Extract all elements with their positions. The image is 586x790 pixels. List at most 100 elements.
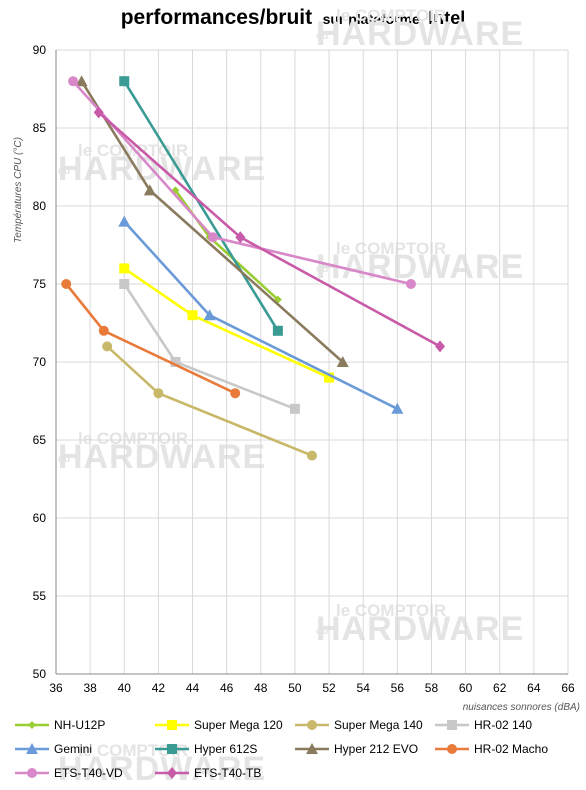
legend-item: HR-02 Macho	[434, 740, 548, 758]
legend-item: HR-02 140	[434, 716, 532, 734]
legend-swatch	[15, 768, 49, 778]
legend-marker	[167, 767, 177, 779]
data-point	[61, 279, 72, 289]
data-point	[153, 388, 164, 399]
legend-swatch	[435, 720, 469, 730]
data-point	[307, 450, 317, 461]
data-point	[208, 232, 219, 243]
legend-swatch	[155, 720, 189, 730]
data-point	[170, 357, 181, 367]
data-point	[289, 403, 300, 414]
y-tick-label: 90	[33, 43, 47, 57]
watermark-du: du	[58, 454, 70, 465]
data-point	[324, 372, 335, 383]
watermark-main: HARDWARE	[58, 438, 266, 476]
y-tick-label: 70	[33, 355, 47, 369]
data-point	[102, 341, 113, 352]
x-tick-label: 44	[186, 681, 200, 695]
data-point	[203, 309, 216, 321]
series-super-mega-120	[119, 263, 335, 383]
series-hyper-612s	[119, 76, 283, 336]
legend-marker	[27, 768, 37, 778]
x-tick-label: 36	[49, 681, 63, 695]
y-tick-label: 65	[33, 433, 47, 447]
legend-swatch	[155, 767, 189, 779]
watermark-top: le COMPTOIR	[78, 429, 188, 448]
legend-item: Super Mega 120	[154, 716, 283, 734]
series-super-mega-140	[102, 341, 317, 461]
legend-label: Gemini	[54, 742, 93, 756]
legend-swatch	[295, 743, 329, 754]
watermark-main: HARDWARE	[316, 610, 524, 648]
legend-item: ETS-T40-TB	[154, 764, 261, 782]
legend-marker	[447, 744, 457, 754]
x-tick-label: 40	[118, 681, 132, 695]
legend-label: HR-02 140	[474, 718, 533, 732]
legend-item: NH-U12P	[14, 716, 105, 734]
watermark-du: du	[58, 166, 70, 177]
watermark-main: HARDWARE	[316, 248, 524, 286]
y-tick-label: 55	[33, 589, 47, 603]
data-point	[118, 215, 131, 227]
y-tick-label: 75	[33, 277, 47, 291]
legend-label: Super Mega 120	[194, 718, 283, 732]
x-tick-label: 48	[254, 681, 268, 695]
data-point	[119, 76, 130, 87]
data-point	[405, 279, 416, 289]
y-axis-label: Températures CPU (°C)	[13, 137, 24, 243]
legend-marker	[26, 743, 38, 754]
watermark-top: le COMPTOIR	[78, 741, 188, 760]
watermark-du: du	[316, 264, 328, 275]
data-point	[272, 325, 283, 336]
watermark-du: du	[58, 766, 70, 777]
legend-marker	[28, 721, 36, 729]
data-point	[119, 263, 130, 274]
legend-swatch	[15, 743, 49, 754]
legend-label: Super Mega 140	[334, 718, 423, 732]
data-point	[230, 388, 241, 399]
watermark-top: le COMPTOIR	[336, 6, 446, 25]
x-tick-label: 46	[220, 681, 234, 695]
series-hr-02-macho	[61, 279, 241, 399]
legend-marker	[447, 720, 457, 730]
data-point	[93, 106, 104, 119]
legend-label: ETS-T40-TB	[194, 766, 262, 780]
y-tick-label: 50	[33, 667, 47, 681]
legend-swatch	[435, 744, 469, 754]
legend-label: NH-U12P	[54, 718, 106, 732]
series-hr-02-140	[119, 279, 300, 414]
series-gemini	[118, 215, 404, 414]
data-point	[143, 184, 156, 196]
legend-item: Hyper 212 EVO	[294, 740, 418, 758]
legend-label: HR-02 Macho	[474, 742, 549, 756]
x-tick-label: 64	[527, 681, 541, 695]
data-point	[336, 356, 349, 367]
data-point	[391, 402, 404, 414]
legend-item: Hyper 612S	[154, 740, 257, 758]
legend-item: ETS-T40-VD	[14, 764, 123, 782]
x-tick-label: 58	[425, 681, 439, 695]
legend-label: Hyper 612S	[194, 742, 258, 756]
chart-title-sub: sur plateforme	[322, 11, 420, 27]
x-tick-label: 66	[561, 681, 575, 695]
x-tick-label: 60	[459, 681, 473, 695]
data-point	[187, 310, 198, 321]
legend-label: Hyper 212 EVO	[334, 742, 419, 756]
watermark-top: le COMPTOIR	[78, 141, 188, 160]
data-point	[75, 75, 88, 87]
series-line	[123, 80, 279, 332]
legend-marker	[307, 720, 317, 730]
legend-label: ETS-T40-VD	[54, 766, 123, 780]
legend-marker	[167, 744, 177, 754]
x-tick-label: 50	[288, 681, 302, 695]
watermark-main: HARDWARE	[316, 15, 524, 53]
y-tick-label: 60	[33, 511, 47, 525]
y-tick-label: 85	[33, 121, 47, 135]
legend-marker	[167, 720, 177, 730]
legend-item: Super Mega 140	[294, 716, 423, 734]
legend-swatch	[15, 721, 49, 729]
